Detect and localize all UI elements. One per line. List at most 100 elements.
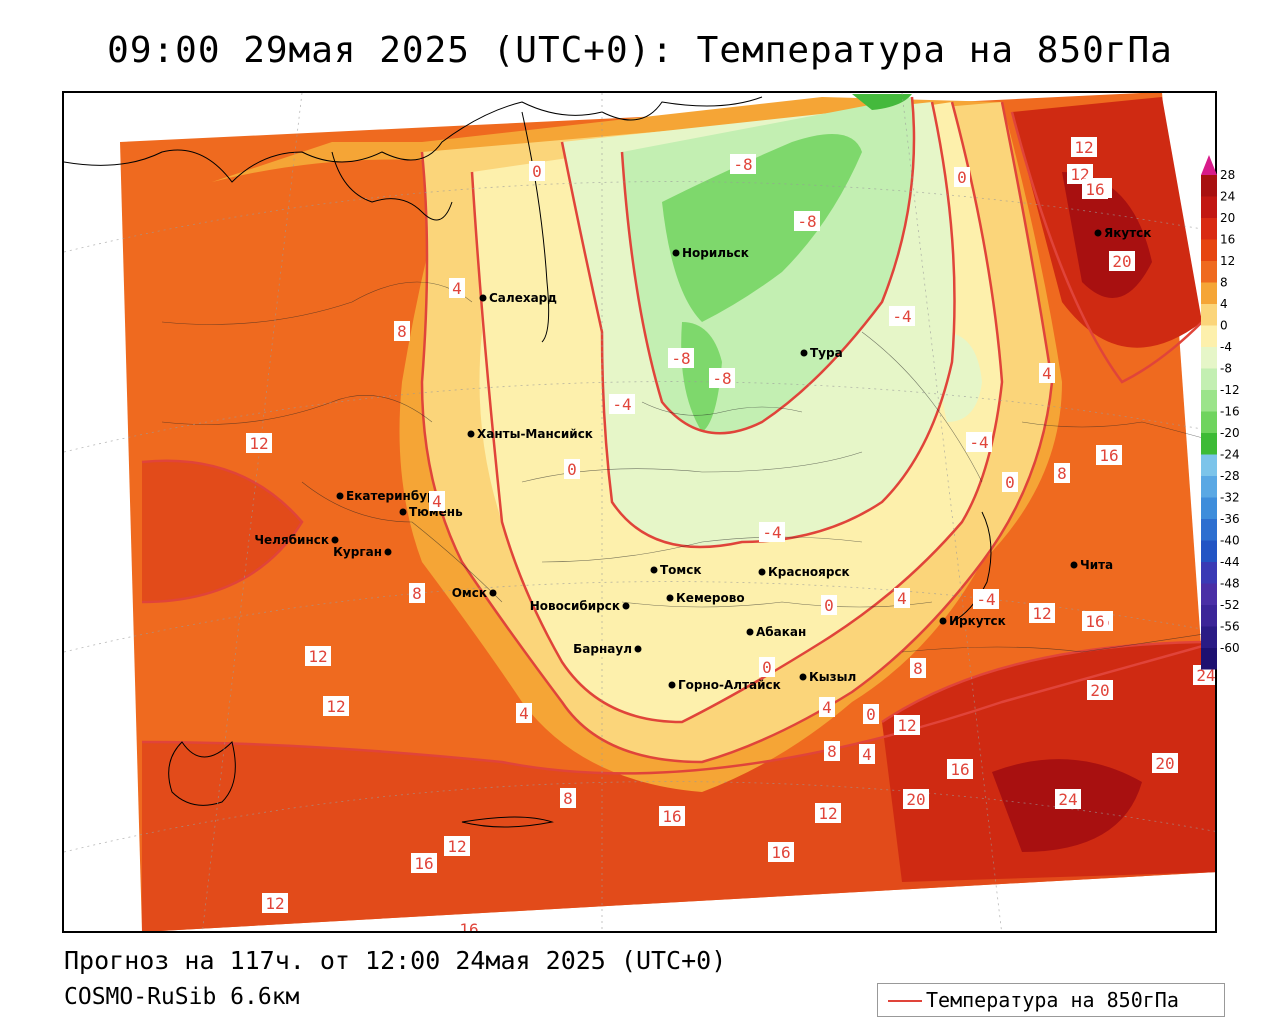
contour-label: 16 [947,759,973,779]
contour-label-text: 12 [818,804,837,823]
contour-label: 4 [894,588,910,608]
colorbar-tick: 4 [1220,297,1228,311]
colorbar-cell [1201,454,1217,476]
colorbar-tick: -16 [1220,405,1240,419]
color-scale-bar: 28 24 20 16 12 8 4 0 -4 -8 -12 -16 -20 -24 -28 -32 -36 -4… [1201,155,1240,670]
colorbar-cell [1201,519,1217,541]
contour-label: -4 [609,394,635,414]
colorbar-cell [1201,175,1217,197]
colorbar-cell [1201,433,1217,455]
contour-label-text: 8 [827,742,837,761]
contour-label-bg [1054,463,1070,483]
city-label: Новосибирск [530,599,620,613]
contour-label-bg [1082,611,1108,631]
contour-label-bg [794,211,820,231]
contour-label: -4 [966,432,992,452]
colorbar-cell [1201,196,1217,218]
contour-label-bg [449,278,465,298]
contour-label-text: 12 [1032,604,1051,623]
contour-label-text: 0 [567,460,577,479]
model-caption: COSMO-RuSib 6.6км [64,984,300,1010]
zone-minus4-east [940,332,982,422]
contour-label: 24 [1055,789,1081,809]
colorbar-cell [1201,304,1217,326]
city-label: Кызыл [809,670,856,684]
contour-label-text: 4 [432,492,442,511]
contour-label-text: -8 [712,369,731,388]
contour-label: 4 [516,703,532,723]
colorbar-cell [1201,411,1217,433]
contour-label-text: -4 [976,590,995,609]
colorbar-tick: 12 [1220,254,1235,268]
contour-label-text: -4 [762,523,781,542]
colorbar-cell [1201,626,1217,648]
contour-label-bg [560,788,576,808]
contour-label-bg [821,595,837,615]
contour-label-text: 12 [326,697,345,716]
coastlines [64,96,992,828]
graticule [64,93,1215,931]
city-label: Екатеринбург [346,489,442,503]
colorbar-tick: 0 [1220,319,1228,333]
contour-label-text: 8 [412,584,422,603]
contour-value-labels: 12 12 16 20 0 -8 -8 -4 -4 0 4 8 12 16 16 16 12 16 -4 -8 -8 -4… [246,137,1215,931]
contour-label-bg [246,433,272,453]
contour-label-text: 4 [519,704,529,723]
contour-label-bg [609,394,635,414]
contour-label-text: 8 [1057,464,1067,483]
city-label: Салехард [489,291,557,305]
contour-label-text: 16 [771,843,790,862]
forecast-caption: Прогноз на 117ч. от 12:00 24мая 2025 (UT… [64,946,727,975]
contour-label: 8 [560,788,576,808]
contour-label: 20 [1152,753,1178,773]
city-dot [622,602,630,610]
contour-label: 20 [1087,680,1113,700]
contour-label: 12 [894,715,920,735]
colorbar-tick: -20 [1220,426,1240,440]
contour-label-bg [889,306,915,326]
contour-label: 8 [910,658,926,678]
contour-label: 16 [768,842,794,862]
contour-label-text: 8 [397,322,407,341]
contour-label-bg [759,522,785,542]
contour-label: 4 [1039,363,1055,383]
contour-label: 20 [1109,251,1135,271]
contour-label: 16 [1082,179,1108,199]
colorbar-tick: 20 [1220,211,1235,225]
contour-label-bg [768,842,794,862]
contour-label-text: 4 [1042,364,1052,383]
city-label: Омск [452,586,487,600]
contour-label-text: 4 [897,589,907,608]
colorbar-tick: -24 [1220,448,1240,462]
colorbar-tick: -40 [1220,534,1240,548]
colorbar-tick: -44 [1220,555,1240,569]
colorbar-cell [1201,476,1217,498]
city-dot [336,492,344,500]
temperature-map: Салехард Норильск Якутск Тура Ханты-Мансийск… [64,93,1215,931]
contour-lines [141,96,1215,775]
colorbar-cell [1201,347,1217,369]
colorbar-tick: -52 [1220,598,1240,612]
contour-label-text: -4 [969,433,988,452]
contour-label: 20 [903,789,929,809]
city-label: Барнаул [573,642,632,656]
contour-label-text: 12 [1074,138,1093,157]
city-label: Тюмень [409,505,463,519]
map-panel: Салехард Норильск Якутск Тура Ханты-Мансийск… [62,91,1217,933]
contour-label: -4 [973,589,999,609]
contour-label: 4 [429,491,445,511]
contour-label-text: -8 [797,212,816,231]
contour-label-bg [564,459,580,479]
contour-label-text: 24 [1196,666,1215,685]
city-dot [758,568,766,576]
city-dot [1094,229,1102,237]
contour-label-text: 0 [866,705,876,724]
zone-minus12 [662,134,862,322]
colorbar-tick: 28 [1220,168,1235,182]
city-markers: Салехард Норильск Якутск Тура Ханты-Мансийск… [254,226,1151,692]
contour-label-text: 4 [452,279,462,298]
contour-label: 8 [824,741,840,761]
contour-label-text: 12 [249,434,268,453]
colorbar-cell [1201,282,1217,304]
contour-label-text: -4 [892,307,911,326]
